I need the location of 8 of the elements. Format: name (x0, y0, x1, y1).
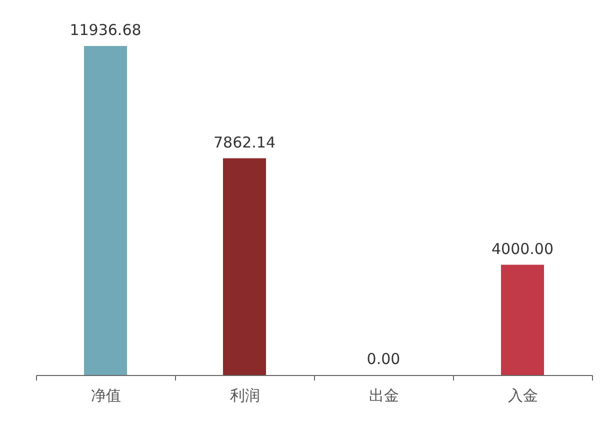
data-label: 4000.00 (491, 240, 554, 258)
x-tick-label: 净值 (91, 388, 121, 404)
data-label: 7862.14 (213, 133, 276, 152)
x-tick-label: 出金 (369, 388, 399, 404)
x-tick-label: 入金 (508, 388, 538, 404)
data-label: 0.00 (366, 350, 400, 368)
data-label: 11936.68 (70, 21, 142, 39)
x-tick-label: 利润 (230, 388, 260, 404)
